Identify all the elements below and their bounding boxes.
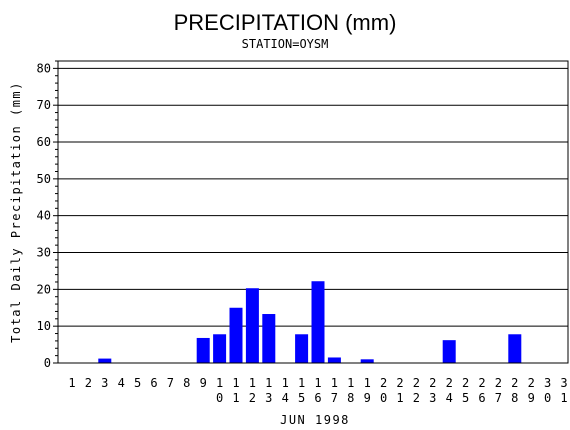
- x-tick-label: 1: [347, 376, 354, 390]
- bar-day-19: [360, 359, 374, 363]
- x-tick-label: 2: [511, 376, 518, 390]
- y-tick-label: 50: [37, 172, 51, 186]
- y-axis-label: Total Daily Precipitation (mm): [9, 81, 23, 343]
- x-tick-label: 1: [232, 391, 239, 405]
- x-tick-label: 2: [446, 376, 453, 390]
- x-tick-label: 4: [282, 391, 289, 405]
- x-tick-label: 7: [331, 391, 338, 405]
- x-tick-label: 2: [249, 391, 256, 405]
- chart-subtitle: STATION=OYSM: [242, 37, 329, 51]
- x-tick-label: 2: [462, 376, 469, 390]
- x-tick-label: 1: [68, 376, 75, 390]
- x-tick-label: 7: [495, 391, 502, 405]
- x-tick-label: 1: [331, 376, 338, 390]
- x-tick-label: 7: [167, 376, 174, 390]
- x-tick-label: 2: [380, 376, 387, 390]
- chart-title: PRECIPITATION (mm): [174, 10, 397, 35]
- y-tick-label: 70: [37, 98, 51, 112]
- x-tick-label: 3: [560, 376, 567, 390]
- bar-day-28: [508, 334, 522, 363]
- x-axis-label: JUN 1998: [280, 413, 350, 427]
- x-tick-label: 3: [544, 376, 551, 390]
- bars: [98, 281, 522, 363]
- bar-day-3: [98, 358, 112, 363]
- x-tick-label: 1: [298, 376, 305, 390]
- x-tick-label: 2: [396, 376, 403, 390]
- bar-day-11: [229, 307, 243, 363]
- x-tick-label: 0: [544, 391, 551, 405]
- y-axis-ticks: 0 10 20 30 40 50 60 70 80: [37, 60, 58, 370]
- x-tick-label: 1: [232, 376, 239, 390]
- bar-day-10: [213, 334, 227, 363]
- x-tick-label: 4: [446, 391, 453, 405]
- x-tick-label: 8: [347, 391, 354, 405]
- x-tick-label: 1: [396, 391, 403, 405]
- bar-day-9: [196, 337, 210, 363]
- x-tick-label: 6: [478, 391, 485, 405]
- x-tick-label: 1: [249, 376, 256, 390]
- x-tick-label: 2: [413, 376, 420, 390]
- x-tick-label: 9: [528, 391, 535, 405]
- x-tick-label: 8: [183, 376, 190, 390]
- x-tick-label: 2: [413, 391, 420, 405]
- y-tick-label: 0: [44, 356, 51, 370]
- bar-day-17: [327, 357, 341, 363]
- x-tick-label: 1: [364, 376, 371, 390]
- bar-day-15: [295, 334, 309, 363]
- y-tick-label: 10: [37, 319, 51, 333]
- x-tick-label: 1: [216, 376, 223, 390]
- x-tick-label: 3: [265, 391, 272, 405]
- x-tick-label: 5: [134, 376, 141, 390]
- x-tick-label: 1: [560, 391, 567, 405]
- x-tick-label: 2: [85, 376, 92, 390]
- y-tick-label: 40: [37, 209, 51, 223]
- bar-day-16: [311, 281, 325, 363]
- x-tick-label: 6: [314, 391, 321, 405]
- x-tick-label: 3: [101, 376, 108, 390]
- x-tick-label: 3: [429, 391, 436, 405]
- x-tick-label: 8: [511, 391, 518, 405]
- bar-day-24: [442, 340, 456, 363]
- y-tick-label: 60: [37, 135, 51, 149]
- x-tick-label: 5: [298, 391, 305, 405]
- bar-day-12: [245, 288, 259, 363]
- y-tick-label: 20: [37, 282, 51, 296]
- x-tick-label: 9: [364, 391, 371, 405]
- x-tick-label: 2: [478, 376, 485, 390]
- x-tick-label: 4: [118, 376, 125, 390]
- x-tick-label: 2: [429, 376, 436, 390]
- x-tick-label: 0: [216, 391, 223, 405]
- x-tick-label: 5: [462, 391, 469, 405]
- bar-day-13: [262, 314, 276, 363]
- x-tick-label: 9: [200, 376, 207, 390]
- gridlines: [58, 67, 568, 327]
- x-tick-label: 1: [314, 376, 321, 390]
- x-tick-label: 1: [265, 376, 272, 390]
- y-tick-label: 80: [37, 61, 51, 75]
- x-tick-label: 2: [528, 376, 535, 390]
- x-tick-label: 0: [380, 391, 387, 405]
- y-tick-label: 30: [37, 246, 51, 260]
- plot-frame: [57, 60, 569, 364]
- x-tick-label: 2: [495, 376, 502, 390]
- x-tick-label: 6: [150, 376, 157, 390]
- x-axis-ticks: 1 2 3 4 5 6 7 8 9 1011121314151617181920212223242…: [68, 376, 567, 405]
- x-tick-label: 1: [282, 376, 289, 390]
